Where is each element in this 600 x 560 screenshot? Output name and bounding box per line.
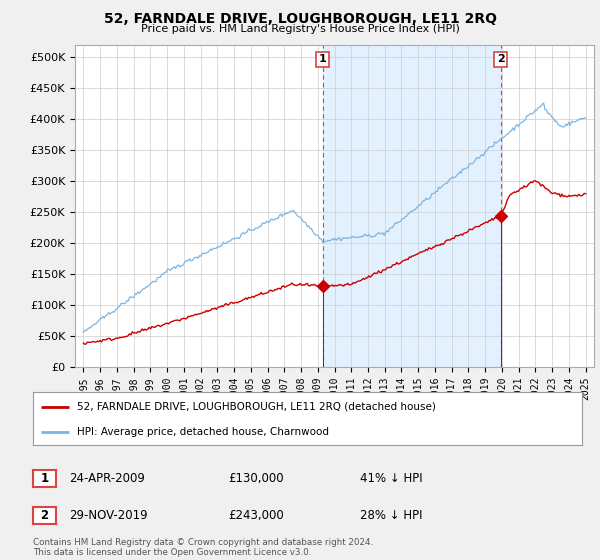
Text: 24-APR-2009: 24-APR-2009: [69, 472, 145, 486]
Text: Contains HM Land Registry data © Crown copyright and database right 2024.
This d: Contains HM Land Registry data © Crown c…: [33, 538, 373, 557]
Text: 1: 1: [40, 472, 49, 486]
Text: £130,000: £130,000: [228, 472, 284, 486]
Text: 52, FARNDALE DRIVE, LOUGHBOROUGH, LE11 2RQ (detached house): 52, FARNDALE DRIVE, LOUGHBOROUGH, LE11 2…: [77, 402, 436, 412]
Text: 2: 2: [497, 54, 505, 64]
Text: HPI: Average price, detached house, Charnwood: HPI: Average price, detached house, Char…: [77, 427, 329, 437]
Text: £243,000: £243,000: [228, 508, 284, 522]
Text: 52, FARNDALE DRIVE, LOUGHBOROUGH, LE11 2RQ: 52, FARNDALE DRIVE, LOUGHBOROUGH, LE11 2…: [104, 12, 497, 26]
Text: 1: 1: [319, 54, 326, 64]
Bar: [323, 45, 500, 367]
Text: Price paid vs. HM Land Registry's House Price Index (HPI): Price paid vs. HM Land Registry's House …: [140, 24, 460, 34]
Text: 29-NOV-2019: 29-NOV-2019: [69, 508, 148, 522]
Text: 41% ↓ HPI: 41% ↓ HPI: [360, 472, 422, 486]
Text: 2: 2: [40, 508, 49, 522]
Text: 28% ↓ HPI: 28% ↓ HPI: [360, 508, 422, 522]
